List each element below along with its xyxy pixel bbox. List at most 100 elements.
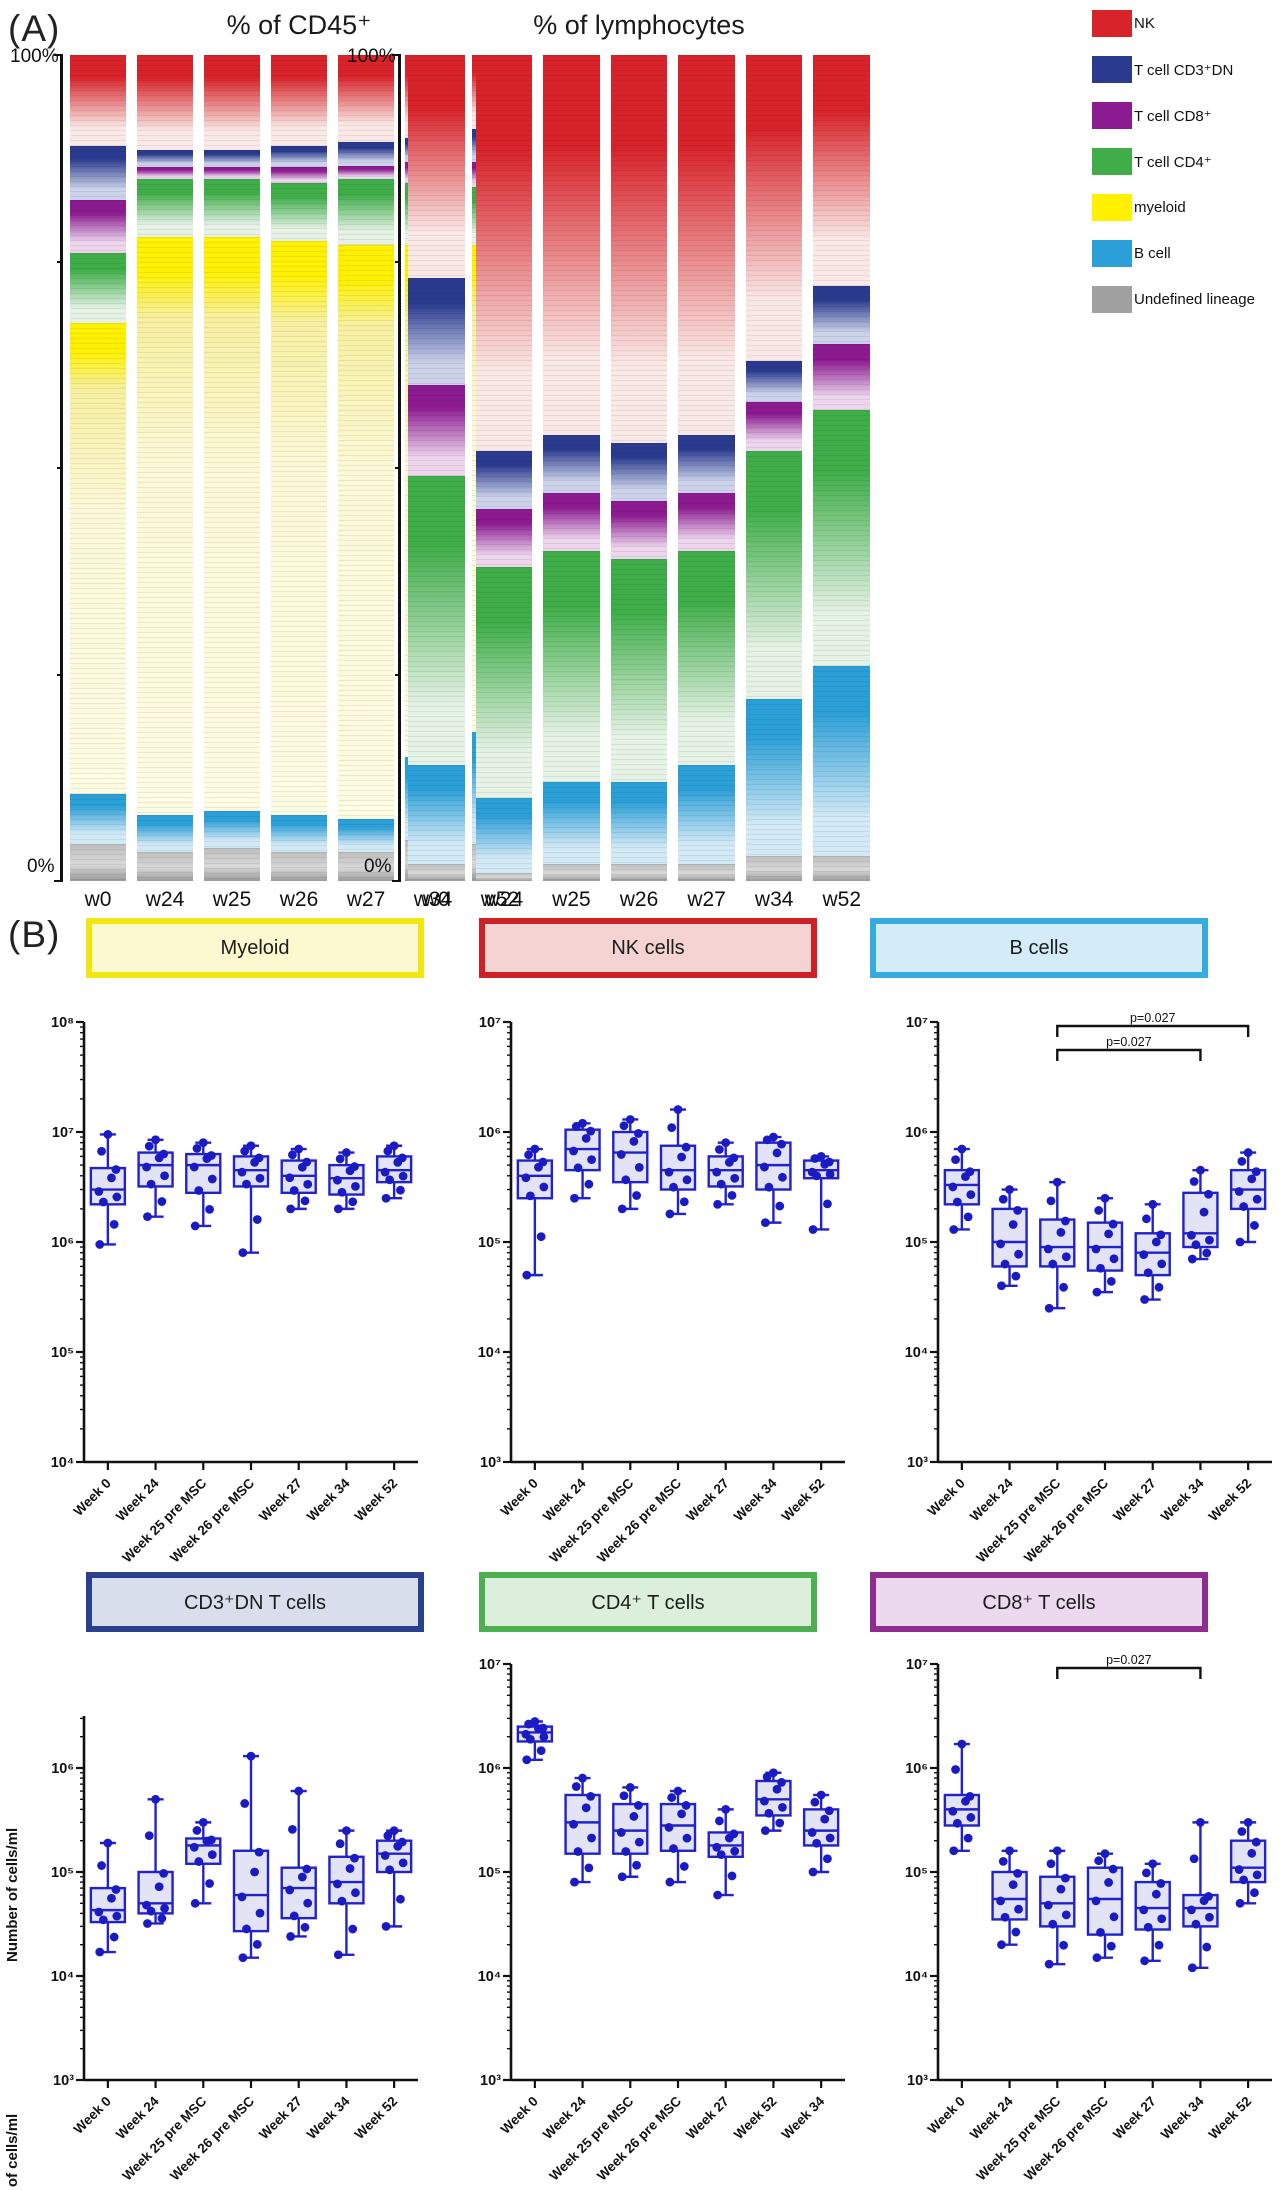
data-point bbox=[965, 1791, 975, 1801]
data-point bbox=[667, 1123, 677, 1133]
data-point bbox=[1100, 1193, 1110, 1203]
data-point bbox=[1187, 1905, 1196, 1915]
data-point bbox=[812, 1838, 822, 1848]
plot-cell-myeloid: Myeloid Number of cells/ml 10⁴ 10⁵ 10⁶ 10⁷ 1… bbox=[0, 918, 426, 2190]
data-point bbox=[205, 1879, 214, 1888]
legend-swatch-nk bbox=[1092, 10, 1132, 37]
box bbox=[1039, 1218, 1076, 1268]
data-point bbox=[240, 1146, 250, 1156]
plot-cell-nk: NK cells 10³ 10⁴ 10⁵ 10⁶ 10⁷ Week 0 Week 24 Wee… bbox=[427, 918, 853, 1570]
data-point bbox=[1011, 1927, 1021, 1937]
data-point bbox=[1052, 1177, 1062, 1187]
data-point bbox=[94, 1907, 104, 1917]
x-category-label: Week 27 bbox=[683, 2094, 732, 2143]
data-point bbox=[1094, 1856, 1104, 1866]
data-point bbox=[98, 1915, 108, 1925]
data-point bbox=[95, 1947, 105, 1957]
y-tick-label: 10⁶ bbox=[478, 1761, 501, 1777]
bar-segment-cd8 bbox=[271, 166, 327, 184]
data-point bbox=[1056, 1884, 1066, 1894]
data-point bbox=[1239, 1875, 1249, 1885]
data-point bbox=[396, 1894, 405, 1904]
bar-segment-cd4 bbox=[408, 476, 465, 766]
plot-cell-cd3dn: CD3⁺DN T cells Number of cells/ml 10³ 10⁴… bbox=[0, 1572, 426, 2190]
data-point bbox=[300, 1922, 310, 1932]
data-point bbox=[673, 1786, 683, 1796]
x-category-label: Week 0 bbox=[498, 1476, 541, 1519]
bar-segment-b bbox=[70, 794, 126, 844]
bar-segment-cd8 bbox=[70, 199, 126, 254]
stacked-bar-w24 bbox=[137, 55, 193, 881]
x-category-label: Week 34 bbox=[304, 2093, 353, 2142]
data-point bbox=[1106, 1941, 1116, 1951]
data-point bbox=[1139, 1250, 1149, 1260]
data-point bbox=[342, 1148, 351, 1157]
x-label-w34: w34 bbox=[754, 888, 794, 911]
bar-segment-b bbox=[338, 819, 394, 853]
data-point bbox=[762, 1772, 772, 1782]
plot-title-nk: NK cells bbox=[611, 936, 685, 959]
stacked-bar-w0 bbox=[70, 55, 126, 881]
lymph-x-labels: w0 w24 w25 w26 w27 w34 w52 bbox=[408, 888, 870, 912]
data-point bbox=[350, 1853, 359, 1863]
y-tick-label: 10⁵ bbox=[905, 1235, 928, 1251]
bar-segment-myeloid bbox=[204, 236, 260, 811]
data-point bbox=[294, 1786, 304, 1796]
data-point bbox=[1156, 1879, 1166, 1888]
data-point bbox=[1011, 1271, 1021, 1281]
legend-label-cd4: T cell CD4⁺ bbox=[1134, 153, 1212, 171]
data-point bbox=[297, 1872, 307, 1882]
data-point bbox=[97, 1861, 106, 1870]
y-tick-label: 10⁴ bbox=[905, 1969, 928, 1985]
data-point bbox=[192, 1143, 202, 1153]
x-category-label: Week 26 pre MSC bbox=[1021, 1475, 1111, 1565]
data-point bbox=[1235, 1237, 1245, 1247]
bar-segment-cd8 bbox=[204, 166, 260, 179]
data-point bbox=[617, 1204, 627, 1214]
data-point bbox=[1143, 1268, 1153, 1278]
data-point bbox=[616, 1828, 626, 1837]
legend-swatch-cd4 bbox=[1092, 148, 1132, 175]
data-point bbox=[1235, 1898, 1245, 1908]
data-point bbox=[190, 1221, 200, 1231]
data-point bbox=[712, 1167, 722, 1177]
data-point bbox=[712, 1842, 722, 1852]
x-category-label: Week 27 bbox=[256, 2094, 305, 2143]
data-point bbox=[1234, 1865, 1244, 1874]
data-point bbox=[621, 1175, 631, 1185]
legend-label-nk: NK bbox=[1134, 15, 1155, 32]
data-point bbox=[573, 1847, 583, 1856]
stacked-bar-w24 bbox=[475, 55, 533, 881]
bar-segment-dn bbox=[408, 278, 465, 386]
bar-segment-nk bbox=[271, 55, 327, 146]
data-point bbox=[151, 1794, 160, 1804]
bar-segment-myeloid bbox=[70, 323, 126, 795]
data-point bbox=[254, 1847, 264, 1857]
x-category-label: Week 25 pre MSC bbox=[973, 1475, 1063, 1565]
data-point bbox=[965, 1167, 975, 1177]
x-category-label: Week 24 bbox=[113, 2093, 162, 2142]
data-point bbox=[1142, 1868, 1151, 1878]
x-category-label: Week 27 bbox=[256, 1476, 305, 1525]
box bbox=[943, 1168, 981, 1206]
significance-bracket bbox=[1056, 1666, 1202, 1679]
data-point bbox=[252, 1215, 262, 1224]
legend-label-dn: T cell CD3⁺DN bbox=[1134, 61, 1234, 79]
y-tick bbox=[395, 467, 401, 469]
data-point bbox=[729, 1829, 739, 1839]
x-category-label: Week 27 bbox=[1110, 2094, 1159, 2143]
lymph-ymin-label: 0% bbox=[364, 856, 392, 877]
y-tick-label: 10⁴ bbox=[905, 1345, 928, 1361]
data-point bbox=[383, 1146, 393, 1156]
y-tick-label: 10³ bbox=[907, 2073, 928, 2089]
x-category-label: Week 25 pre MSC bbox=[973, 2093, 1063, 2182]
data-point bbox=[1013, 1205, 1023, 1215]
data-point bbox=[1109, 1254, 1119, 1264]
data-point bbox=[333, 1204, 343, 1214]
data-point bbox=[679, 1197, 689, 1207]
data-point bbox=[1000, 1259, 1010, 1269]
data-point bbox=[285, 1885, 295, 1895]
